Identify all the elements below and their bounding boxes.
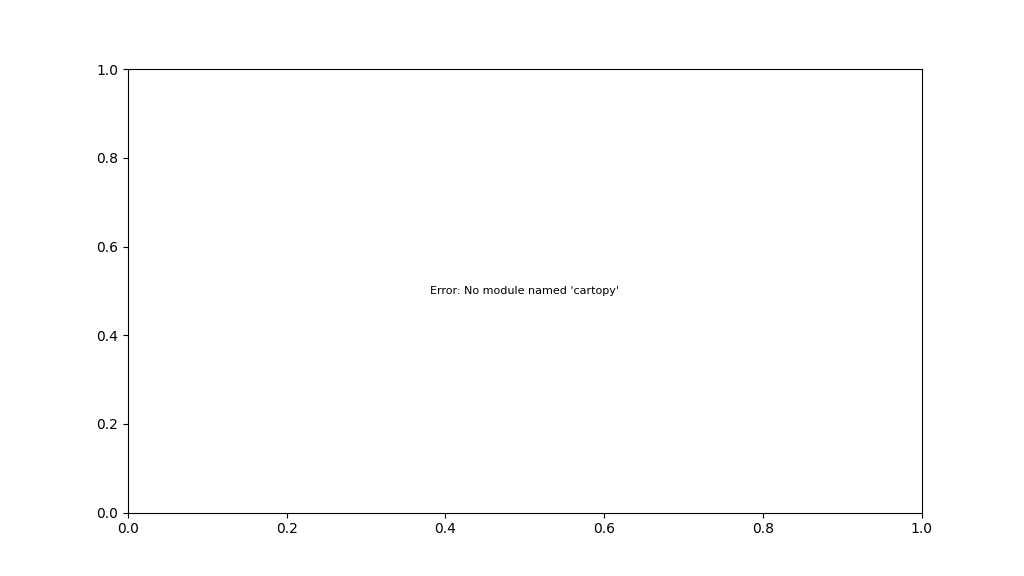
Text: Error: No module named 'cartopy': Error: No module named 'cartopy' bbox=[430, 286, 620, 296]
